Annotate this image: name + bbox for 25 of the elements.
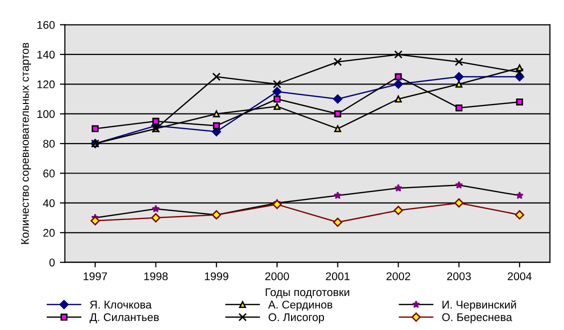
y-tick-label: 140: [37, 50, 55, 59]
y-tick-label: 120: [37, 80, 55, 88]
y-tick-label: 20: [43, 228, 55, 237]
y-tick-label: 160: [37, 21, 55, 29]
y-tick-label: 100: [37, 110, 55, 118]
x-tick-label: 2000: [265, 272, 289, 280]
y-axis-title: Количество соревновательных стартов: [21, 42, 32, 244]
legend-label: А. Сердинов: [268, 300, 332, 311]
y-tick-label: 40: [43, 199, 55, 208]
x-tick-label: 1998: [144, 272, 168, 280]
x-tick-label: 1999: [204, 272, 228, 280]
x-tick-label: 2002: [386, 272, 410, 280]
legend-label: И. Червинский: [442, 300, 516, 311]
legend-label: Д. Силантьев: [90, 313, 159, 324]
legend-label: О. Лисогор: [268, 313, 324, 324]
y-tick-label: 0: [49, 258, 55, 266]
x-tick-label: 2003: [447, 272, 471, 280]
x-tick-label: 1997: [84, 272, 107, 280]
x-tick-label: 2004: [508, 272, 532, 280]
legend-label: Я. Клочкова: [90, 300, 152, 309]
y-tick-label: 80: [43, 140, 55, 148]
y-tick-label: 60: [43, 170, 55, 178]
legend-label: О. Береснева: [442, 313, 512, 324]
x-axis-title: Годы подготовки: [266, 288, 350, 298]
x-tick-label: 2001: [326, 272, 350, 280]
